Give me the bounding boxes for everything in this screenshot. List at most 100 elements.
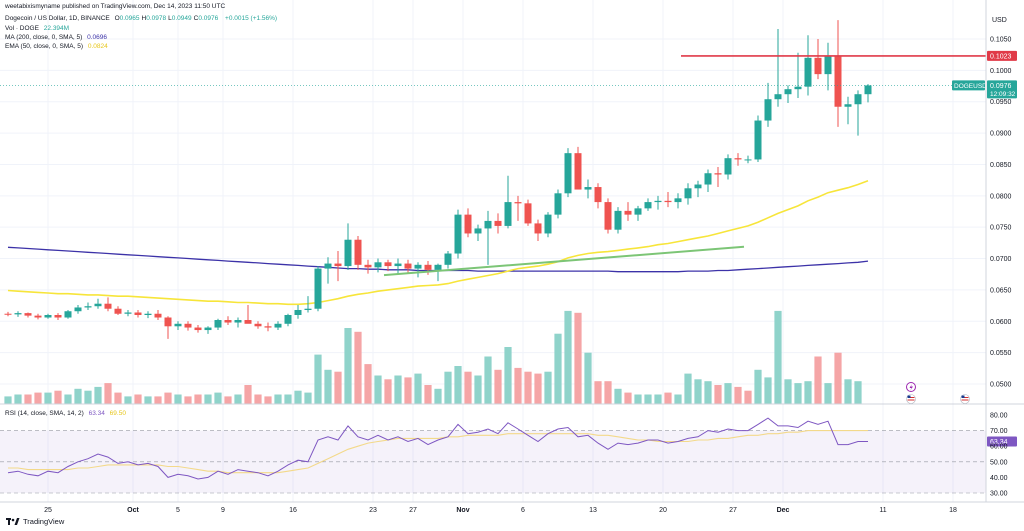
axes: 0.1050 0.1000 0.0950 0.0900 0.0850 0.0800 0.07… (0, 0, 1024, 514)
candle-body (464, 214, 472, 234)
flag-stripe (907, 397, 915, 398)
candle-body (134, 312, 142, 315)
volume-bar (674, 394, 682, 404)
candle-body (144, 313, 152, 315)
volume-bar (164, 392, 172, 404)
volume-bar (744, 390, 752, 404)
ema-legend: EMA (50, close, 0, SMA, 5) 0.0824 (5, 43, 111, 50)
current-price-label: 0.0976 (990, 83, 1012, 90)
time-axis-label: 9 (221, 507, 225, 514)
candle-body (294, 309, 302, 315)
volume-bar (514, 367, 522, 404)
candle-body (434, 264, 442, 270)
time-axis-label: 13 (589, 507, 597, 514)
volume-bar (184, 396, 192, 404)
volume-bar (664, 392, 672, 404)
candle-body (744, 159, 752, 161)
symbol-tag-label: DOGEUSD (954, 83, 987, 90)
candle-body (64, 311, 72, 318)
flag-canton (907, 395, 911, 398)
candle-body (254, 323, 262, 327)
candle-body (124, 312, 132, 314)
rsi-label: RSI (14, close, SMA, 14, 2) (5, 410, 84, 417)
ohlc-value: 0.0949 (171, 15, 192, 22)
volume-bar (854, 381, 862, 404)
candle-body (784, 89, 792, 95)
volume-bar (794, 383, 802, 404)
rsi-line (7, 417, 868, 480)
candle-body (704, 173, 712, 185)
volume-bar (534, 373, 542, 404)
volume-bar (474, 375, 482, 404)
volume-bar (704, 381, 712, 404)
candle-body (504, 202, 512, 226)
candle-body (474, 228, 482, 234)
volume-bar (454, 366, 462, 404)
volume-bar (254, 394, 262, 404)
candle-body (514, 202, 522, 204)
volume-bar (64, 394, 72, 404)
candle-body (634, 208, 642, 215)
candle-body (414, 264, 422, 269)
candle-body (674, 198, 682, 203)
candle-body (264, 326, 272, 328)
rsi-pane: 63.34 (0, 417, 1017, 494)
time-axis-label: Nov (456, 507, 469, 514)
volume-bar (844, 379, 852, 404)
volume-bar (274, 394, 282, 404)
candle-body (244, 320, 252, 324)
ohlc-label: O (114, 15, 120, 22)
candle-body (444, 253, 452, 265)
volume-bar (204, 394, 212, 404)
candle-body (824, 56, 832, 75)
price-axis-label: 0.0950 (990, 99, 1012, 106)
candle-body (384, 262, 392, 267)
candle-body (624, 210, 632, 215)
rsi-legend: RSI (14, close, SMA, 14, 2) 63.34 69.50 (5, 410, 129, 417)
candle-body (114, 308, 122, 314)
time-axis-label: 20 (659, 507, 667, 514)
volume-bar (594, 381, 602, 404)
ohlc-label: L (168, 15, 172, 22)
candle-body (834, 56, 842, 107)
volume-bar (424, 385, 432, 404)
tradingview-brand: TradingView (23, 517, 65, 526)
volume-bar (84, 390, 92, 404)
rsi-axis-label: 40.00 (990, 475, 1008, 482)
candle-body (494, 220, 502, 226)
candle-body (364, 264, 372, 268)
candle-body (574, 153, 582, 190)
ohlc-value: 0.0978 (146, 15, 167, 22)
volume-bar (104, 383, 112, 404)
current-price-tag (987, 80, 1017, 99)
flag-stripe (961, 399, 969, 401)
tradingview-logo[interactable]: TradingView (6, 517, 64, 526)
time-axis-label: 6 (521, 507, 525, 514)
price-axis-label: 0.1000 (990, 68, 1012, 75)
candle-body (564, 153, 572, 194)
volume-bar (324, 369, 332, 404)
candle-body (864, 85, 872, 95)
volume-bar (374, 375, 382, 404)
ma-legend: MA (200, close, 0, SMA, 5) 0.0696 (5, 34, 110, 41)
volume-bar (34, 392, 42, 404)
time-axis-label: 16 (289, 507, 297, 514)
rsi-value: 63.34 (88, 410, 105, 417)
candle-body (544, 214, 552, 234)
rsi-axis-label: 30.00 (990, 491, 1008, 498)
volume-bar (624, 392, 632, 404)
tradingview-logo-icon (6, 517, 20, 526)
volume-bar (14, 394, 22, 404)
volume-bar (584, 352, 592, 404)
candle-body (104, 303, 112, 309)
candle-body (484, 220, 492, 229)
lightning-bolt-icon (909, 384, 913, 391)
volume-bar (554, 333, 562, 404)
price-axis-label: 0.0550 (990, 350, 1012, 357)
candle-body (724, 158, 732, 175)
volume-bar (264, 396, 272, 404)
rsi-value-tag (987, 436, 1017, 447)
price-axis-label: 0.0900 (990, 131, 1012, 138)
